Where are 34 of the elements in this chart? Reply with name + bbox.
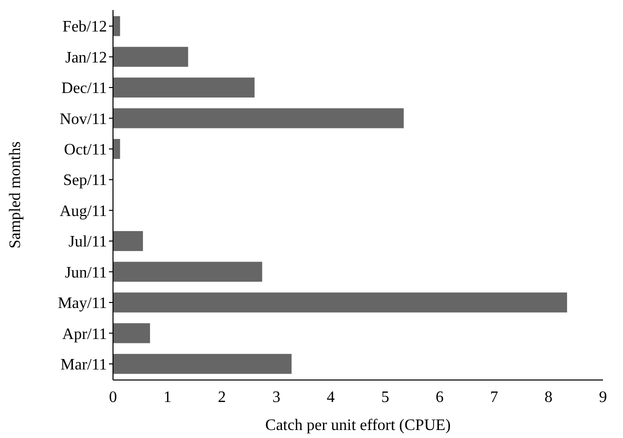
x-axis-title: Catch per unit effort (CPUE) — [265, 417, 451, 434]
bar — [113, 138, 120, 159]
y-tick-label: Aug/11 — [60, 202, 107, 220]
x-tick-label: 4 — [326, 389, 335, 406]
y-tick-label: May/11 — [58, 295, 107, 312]
y-tick-label: Dec/11 — [61, 80, 107, 98]
bar — [113, 78, 255, 98]
bar — [113, 231, 143, 252]
x-tick-label: 1 — [163, 389, 172, 406]
y-tick-label: Jun/11 — [64, 264, 107, 282]
y-tick-label: Oct/11 — [64, 142, 107, 159]
y-tick-label: Sep/11 — [63, 172, 107, 190]
bar — [113, 46, 188, 67]
bar — [113, 16, 120, 36]
x-tick-label: 5 — [381, 389, 390, 406]
x-tick-label: 3 — [272, 389, 280, 406]
y-tick-label: Apr/11 — [62, 326, 107, 343]
y-tick-label: Jul/11 — [68, 234, 107, 251]
x-tick-label: 7 — [490, 389, 498, 406]
y-axis-title: Sampled months — [7, 141, 24, 249]
bar — [113, 108, 404, 128]
x-tick-label: 2 — [218, 389, 226, 406]
bar — [113, 323, 150, 344]
x-tick-label: 8 — [544, 389, 553, 406]
bar — [113, 262, 262, 282]
bar — [113, 292, 568, 312]
bar — [113, 354, 292, 374]
x-tick-label: 6 — [436, 389, 444, 406]
x-tick-label: 9 — [599, 389, 607, 406]
x-tick-label: 0 — [109, 389, 117, 406]
y-tick-label: Nov/11 — [60, 110, 107, 128]
y-tick-label: Feb/12 — [62, 18, 107, 36]
y-tick-label: Mar/11 — [60, 356, 107, 374]
y-tick-label: Jan/12 — [65, 49, 107, 66]
